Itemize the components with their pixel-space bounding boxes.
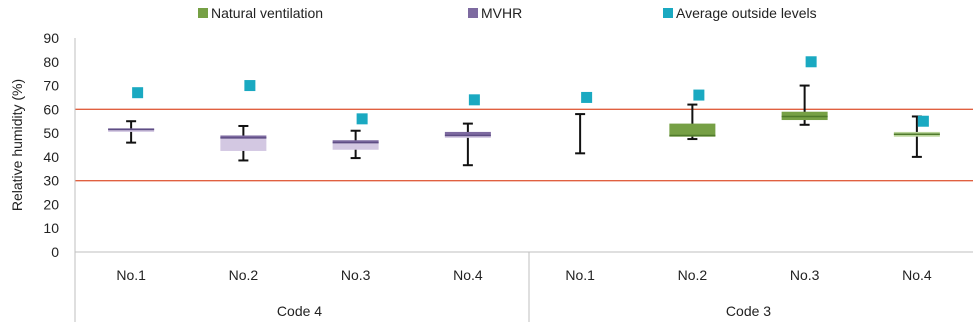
box-upper xyxy=(332,140,379,143)
outside-average-marker xyxy=(917,115,929,127)
outside-average-marker xyxy=(468,94,480,106)
outside-average-marker xyxy=(805,56,817,68)
outside-average-marker xyxy=(244,80,256,92)
axes: Relative humidity (%) xyxy=(9,38,973,322)
legend: Natural ventilation MVHR Average outside l… xyxy=(198,5,817,21)
outside-level-markers xyxy=(132,56,929,127)
box-lower xyxy=(220,137,267,151)
x-category-label: No.4 xyxy=(453,267,483,283)
legend-swatch-1 xyxy=(468,8,478,18)
group-label-0: Code 4 xyxy=(277,303,322,319)
box-upper xyxy=(444,131,491,136)
box-upper xyxy=(893,131,940,135)
box-plots xyxy=(108,84,940,167)
y-tick-label: 40 xyxy=(43,149,59,165)
x-category-label: No.1 xyxy=(565,267,595,283)
group-label-1: Code 3 xyxy=(726,303,771,319)
x-category-label: No.2 xyxy=(229,267,259,283)
legend-label-1: MVHR xyxy=(481,5,522,21)
legend-label-0: Natural ventilation xyxy=(211,5,323,21)
box-lower xyxy=(781,116,828,121)
x-category-labels: No.1 No.2 No.3 No.4 No.1 No.2 No.3 No.4 xyxy=(116,267,932,283)
y-tick-label: 0 xyxy=(51,244,59,260)
outside-average-marker xyxy=(581,91,593,103)
y-tick-label: 20 xyxy=(43,196,59,212)
box-lower xyxy=(108,129,155,132)
box-upper xyxy=(781,111,828,117)
legend-label-2: Average outside levels xyxy=(676,5,817,21)
box-lower xyxy=(444,135,491,138)
y-tick-label: 80 xyxy=(43,54,59,70)
reference-lines xyxy=(75,108,973,182)
y-tick-label: 70 xyxy=(43,78,59,94)
box-lower xyxy=(893,134,940,137)
group-labels: Code 4 Code 3 xyxy=(277,303,771,319)
y-tick-labels: 0 10 20 30 40 50 60 70 80 90 xyxy=(43,30,59,260)
legend-swatch-0 xyxy=(198,8,208,18)
box-upper xyxy=(669,123,716,136)
y-axis-label: Relative humidity (%) xyxy=(9,79,25,211)
x-category-label: No.3 xyxy=(341,267,371,283)
y-tick-label: 50 xyxy=(43,125,59,141)
outside-average-marker xyxy=(693,89,705,101)
x-category-label: No.1 xyxy=(116,267,146,283)
y-tick-label: 10 xyxy=(43,220,59,236)
y-tick-label: 90 xyxy=(43,30,59,46)
y-tick-label: 30 xyxy=(43,173,59,189)
outside-average-marker xyxy=(132,87,144,99)
x-category-label: No.4 xyxy=(902,267,932,283)
x-category-label: No.3 xyxy=(790,267,820,283)
box-upper xyxy=(220,135,267,138)
legend-swatch-2 xyxy=(663,8,673,18)
x-category-label: No.2 xyxy=(678,267,708,283)
y-tick-label: 60 xyxy=(43,101,59,117)
box-lower xyxy=(332,142,379,150)
outside-average-marker xyxy=(356,113,368,125)
